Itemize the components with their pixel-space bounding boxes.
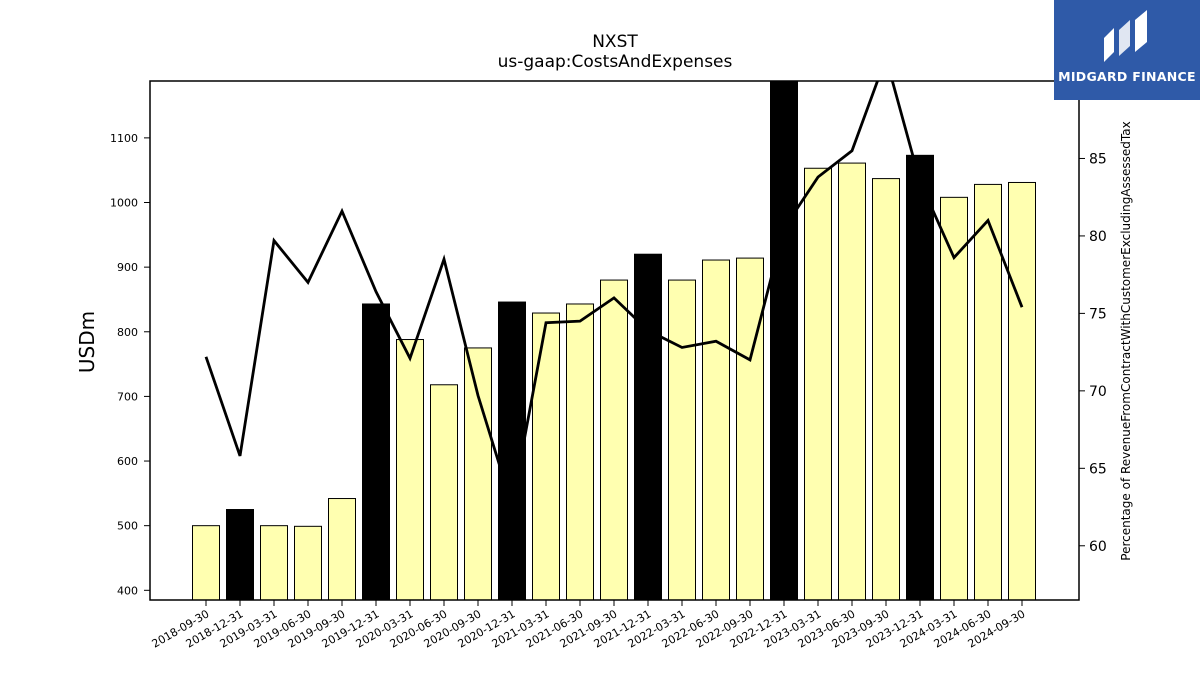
bar-2020-03-31	[396, 339, 424, 600]
bar-2022-09-30	[736, 257, 764, 600]
bar-2019-06-30	[294, 525, 322, 600]
y2-tick-label: 70	[1089, 384, 1107, 400]
y2-tick-label: 65	[1089, 461, 1107, 477]
bar-2019-09-30	[328, 498, 356, 600]
midgard-finance-logo: MIDGARD FINANCE	[1054, 0, 1200, 100]
bar-2021-09-30	[600, 279, 628, 600]
y-axis-left: 400 500 600 700 800 900 1000 1100	[110, 132, 150, 597]
bar-2018-12-31	[226, 509, 254, 600]
y-axis-right: 60 65 70 75 80 85	[1079, 151, 1107, 555]
bar-2020-09-30	[464, 347, 492, 600]
bar-2022-06-30	[702, 259, 730, 600]
y-tick-label: 1100	[110, 132, 138, 145]
bar-2020-06-30	[430, 384, 458, 600]
y-tick-label: 900	[117, 261, 138, 274]
line-path	[204, 81, 1024, 506]
y-tick-label: 800	[117, 326, 138, 339]
bar-2018-09-30	[192, 525, 220, 600]
x-axis: 2018-09-302018-12-312019-03-312019-06-30…	[150, 600, 1028, 651]
bar-2023-12-31	[906, 154, 934, 600]
bar-2019-03-31	[260, 525, 288, 600]
bar-2023-06-30	[838, 162, 866, 600]
y2-axis-label: Percentage of RevenueFromContractWithCus…	[1119, 121, 1133, 561]
bar-2024-09-30	[1008, 181, 1036, 600]
y2-tick-label: 75	[1089, 306, 1107, 322]
logo-text: MIDGARD FINANCE	[1058, 69, 1196, 84]
y2-tick-label: 80	[1089, 229, 1107, 245]
chart-title: NXST	[592, 32, 638, 52]
bar-2024-06-30	[974, 183, 1002, 600]
line-series	[204, 81, 1024, 506]
y-tick-label: 1000	[110, 197, 138, 210]
y2-tick-label: 60	[1089, 539, 1107, 555]
bar-2021-06-30	[566, 303, 594, 600]
y-tick-label: 400	[117, 584, 138, 597]
bar-2021-12-31	[634, 253, 662, 600]
bar-2023-03-31	[804, 167, 832, 600]
chart-subtitle: us-gaap:CostsAndExpenses	[497, 52, 733, 72]
bar-2019-12-31	[362, 303, 390, 600]
bar-2023-09-30	[872, 178, 900, 600]
bar-2021-03-31	[532, 312, 560, 600]
logo-mark-icon	[1104, 10, 1147, 62]
y-axis-label: USDm	[75, 310, 99, 374]
bar-2022-12-31	[770, 81, 798, 600]
bars	[192, 81, 1036, 600]
y-tick-label: 700	[117, 390, 138, 403]
y-tick-label: 600	[117, 455, 138, 468]
y2-tick-label: 85	[1089, 151, 1107, 167]
bar-2024-03-31	[940, 196, 968, 600]
bar-2022-03-31	[668, 279, 696, 600]
y-tick-label: 500	[117, 520, 138, 533]
